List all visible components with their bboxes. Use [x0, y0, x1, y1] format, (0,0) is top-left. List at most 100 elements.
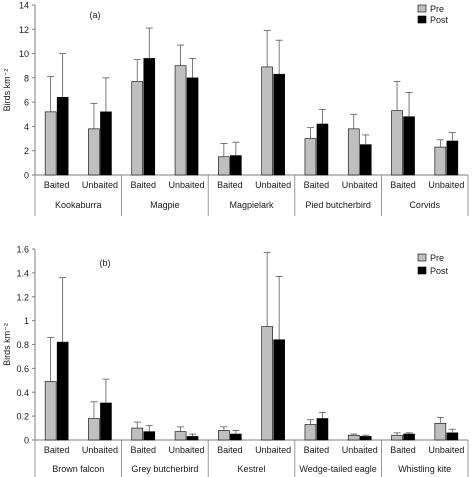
legend-label-pre: Pre: [430, 253, 444, 263]
x-tick-label: Baited: [130, 180, 156, 190]
bar-pre: [261, 66, 273, 176]
y-tick-label: 1: [24, 316, 29, 326]
x-tick-label: Unbaited: [82, 180, 118, 190]
group-label: Whistling kite: [398, 464, 451, 474]
x-tick-label: Baited: [304, 445, 330, 455]
x-tick-label: Baited: [304, 180, 330, 190]
bar-post: [230, 155, 242, 176]
bar-post: [359, 144, 372, 176]
x-tick-label: Baited: [130, 445, 156, 455]
y-tick-label: 0.6: [16, 364, 29, 374]
group-label: Pied butcherbird: [305, 200, 371, 210]
bar-post: [403, 116, 415, 176]
group-label: Brown falcon: [52, 464, 104, 474]
bar-pre: [434, 422, 447, 441]
y-tick-label: 1.6: [16, 245, 29, 255]
x-tick-label: Baited: [217, 445, 243, 455]
bar-post: [273, 339, 285, 441]
y-tick-label: 0.4: [16, 388, 29, 398]
y-tick-label: 0.8: [16, 340, 29, 350]
legend-label-post: Post: [430, 266, 449, 276]
bar-post: [186, 77, 199, 176]
bar-pre: [131, 81, 144, 176]
bar-post: [56, 96, 69, 176]
bar-post: [316, 418, 329, 441]
x-tick-label: Baited: [217, 180, 243, 190]
bar-post: [316, 123, 329, 176]
legend-swatch-post: [417, 15, 427, 24]
bar-post: [403, 433, 415, 441]
bar-pre: [347, 434, 360, 441]
bar-pre: [218, 430, 230, 441]
y-tick-label: 14: [19, 1, 29, 11]
bar-pre: [88, 418, 100, 441]
bar-pre: [174, 431, 187, 441]
bar-post: [273, 73, 285, 176]
x-tick-label: Unbaited: [342, 445, 378, 455]
bar-post: [56, 341, 69, 441]
legend-swatch-pre: [417, 4, 427, 13]
bar-post: [100, 402, 112, 441]
panel-label: (b): [100, 258, 111, 268]
bar-pre: [174, 65, 187, 176]
bar-post: [230, 433, 242, 441]
legend-label-pre: Pre: [430, 4, 444, 14]
group-label: Corvids: [409, 200, 440, 210]
x-tick-label: Unbaited: [169, 445, 205, 455]
x-tick-label: Unbaited: [428, 445, 464, 455]
y-tick-label: 0.2: [16, 412, 29, 422]
y-tick-label: 8: [24, 73, 29, 83]
bar-pre: [347, 128, 360, 176]
bar-pre: [88, 128, 100, 176]
legend-swatch-pre: [417, 253, 427, 262]
y-tick-label: 4: [24, 122, 29, 132]
bar-pre: [44, 381, 57, 441]
group-label: Grey butcherbird: [131, 464, 198, 474]
y-tick-label: 1.4: [16, 268, 29, 278]
bar-pre: [391, 434, 403, 441]
legend-swatch-post: [417, 266, 427, 275]
bar-post: [359, 436, 372, 441]
x-tick-label: Baited: [390, 180, 416, 190]
group-label: Magpielark: [229, 200, 274, 210]
bar-post: [100, 111, 112, 176]
x-tick-label: Unbaited: [169, 180, 205, 190]
bar-post: [186, 436, 199, 441]
bar-post: [446, 140, 459, 176]
group-label: Wedge-tailed eagle: [299, 464, 376, 474]
group-label: Kestrel: [237, 464, 265, 474]
y-axis-title: Birds km⁻²: [2, 323, 12, 366]
x-tick-label: Unbaited: [428, 180, 464, 190]
bar-pre: [391, 110, 403, 176]
legend-label-post: Post: [430, 15, 449, 25]
x-tick-label: Unbaited: [82, 445, 118, 455]
y-tick-label: 10: [19, 49, 29, 59]
y-tick-label: 0: [24, 171, 29, 181]
bar-pre: [44, 111, 57, 176]
bar-pre: [261, 326, 273, 441]
y-tick-label: 0: [24, 436, 29, 446]
bar-pre: [304, 424, 317, 441]
y-tick-label: 1.2: [16, 292, 29, 302]
x-tick-label: Unbaited: [342, 180, 378, 190]
y-axis-title: Birds km⁻²: [2, 69, 12, 112]
bar-post: [446, 432, 459, 441]
x-tick-label: Baited: [44, 445, 70, 455]
bar-pre: [434, 146, 447, 176]
group-label: Magpie: [150, 200, 180, 210]
bar-pre: [304, 138, 317, 176]
legend: Pre Post: [417, 253, 449, 276]
y-tick-label: 2: [24, 146, 29, 156]
x-tick-label: Unbaited: [255, 445, 291, 455]
y-tick-label: 6: [24, 98, 29, 108]
panel-label: (a): [90, 10, 101, 20]
y-tick-label: 12: [19, 25, 29, 35]
chart-panel-2: 0 0.2 0.4 0.6 0.8 1 1.2 1.4 1.6 Birds km⁻² (b) Bait…: [2, 245, 469, 477]
x-tick-label: Unbaited: [255, 180, 291, 190]
chart-panel-1: 0 2 4 6 8 10 12 14 Birds km⁻² (a) Baited Unbaited Ba…: [2, 1, 469, 216]
bar-pre: [218, 156, 230, 176]
bar-post: [143, 431, 156, 441]
x-tick-label: Baited: [390, 445, 416, 455]
